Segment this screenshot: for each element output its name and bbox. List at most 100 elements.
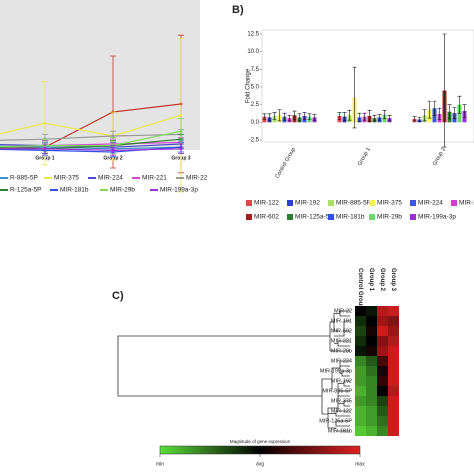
legend-swatch (287, 200, 293, 206)
heatmap-cell (355, 316, 366, 326)
error-bar (377, 114, 382, 121)
heatmap-cell (388, 366, 399, 376)
heatmap-cell (355, 416, 366, 426)
row-label: MIR-191 (331, 318, 352, 324)
colorbar-tick-label: avg (256, 461, 264, 467)
row-label: MIR-192 (331, 378, 352, 384)
heatmap-cell (377, 316, 388, 326)
panel-label: B) (232, 4, 244, 16)
legend-label: MIR-224 (98, 175, 123, 182)
row-label: MIR-29b (331, 348, 352, 354)
row-label: MIR-375 (331, 398, 352, 404)
error-bar (312, 114, 317, 121)
heatmap-cell (355, 336, 366, 346)
bar (457, 104, 462, 123)
legend-label: MIR-375 (54, 175, 79, 182)
error-bar (362, 112, 367, 121)
legend-swatch (451, 200, 457, 206)
y-tick-label: 10.0 (247, 49, 259, 55)
heatmap-cell (388, 326, 399, 336)
error-bar (382, 110, 387, 120)
error-bar (342, 112, 347, 122)
plot-background (0, 0, 200, 150)
colorbar-tick-label: max (355, 461, 365, 467)
row-label: MIR-122 (331, 408, 352, 414)
error-bar (387, 114, 392, 122)
point (179, 113, 183, 117)
error-bar (287, 114, 292, 122)
column-label: Control Group (357, 268, 363, 309)
legend-swatch (369, 200, 375, 206)
heatmap-cell (366, 406, 377, 416)
y-tick-label: -2.5 (249, 138, 260, 144)
heatmap-cell (355, 356, 366, 366)
y-tick-label: 2.5 (251, 102, 260, 108)
series-line (0, 114, 182, 137)
legend-label: MIR-181b (60, 187, 89, 194)
heatmap-cell (388, 396, 399, 406)
legend-swatch (246, 214, 252, 220)
legend-label: MIR-221 (142, 175, 167, 182)
row-label: MIR-602 (331, 328, 352, 334)
error-bar (262, 113, 267, 120)
heatmap-cell (388, 336, 399, 346)
plot-background (261, 29, 474, 143)
x-tick-label: Group 2 (432, 147, 447, 167)
point (43, 147, 47, 151)
heatmap-cell (366, 386, 377, 396)
heatmap-cell (377, 306, 388, 316)
legend-label: MIR-224 (418, 200, 443, 207)
error-bar (437, 107, 442, 120)
error-bar (417, 117, 422, 122)
heatmap-cell (355, 376, 366, 386)
error-bar (307, 113, 312, 120)
legend-swatch (246, 200, 252, 206)
legend-swatch (369, 214, 375, 220)
error-bar (447, 104, 452, 120)
error-bar (347, 110, 352, 121)
y-tick-label: 0.0 (251, 120, 260, 126)
error-bar (292, 110, 297, 120)
series-line (0, 148, 182, 152)
column-label: Group 1 (368, 268, 374, 292)
heatmap-cell (366, 426, 377, 436)
legend-label: MIR-22 (186, 175, 208, 182)
y-tick-label: 7.5 (251, 67, 260, 73)
row-label: MIR-885-5P (322, 388, 352, 394)
legend-label: MIR-29b (377, 214, 402, 221)
y-tick-label: 12.5 (247, 32, 259, 38)
series-line (0, 130, 182, 148)
heatmap-cell (355, 426, 366, 436)
legend-label: MIR-192 (295, 200, 320, 207)
heatmap-cell (388, 426, 399, 436)
error-bar (367, 110, 372, 122)
heatmap-cell (377, 386, 388, 396)
point (43, 121, 47, 125)
legend-swatch (328, 200, 334, 206)
heatmap-cell (366, 376, 377, 386)
legend-label: R-125a-5P (10, 187, 41, 194)
heatmap-cell (388, 406, 399, 416)
x-tick-label: Control Group (275, 147, 297, 180)
heatmap-cell (377, 356, 388, 366)
legend-label: MIR-122 (254, 200, 279, 207)
y-axis-label: Fold Change (246, 68, 252, 103)
heatmap-cell (366, 416, 377, 426)
heatmap-cell (377, 416, 388, 426)
heatmap-cell (366, 356, 377, 366)
dendrogram (117, 310, 350, 432)
error-bar (282, 112, 287, 121)
legend-label: MIR-602 (254, 214, 279, 221)
heatmap-cell (377, 406, 388, 416)
legend-label: R-885-5P (10, 175, 38, 182)
heatmap-cell (355, 326, 366, 336)
error-bar (297, 113, 302, 122)
row-label: MIR-22 (334, 308, 352, 314)
heatmap-cell (366, 326, 377, 336)
heatmap-cell (388, 386, 399, 396)
column-label: Group 2 (379, 268, 385, 292)
error-bar (462, 104, 467, 118)
heatmap-cell (388, 346, 399, 356)
row-label: MIR-181b (328, 428, 352, 434)
